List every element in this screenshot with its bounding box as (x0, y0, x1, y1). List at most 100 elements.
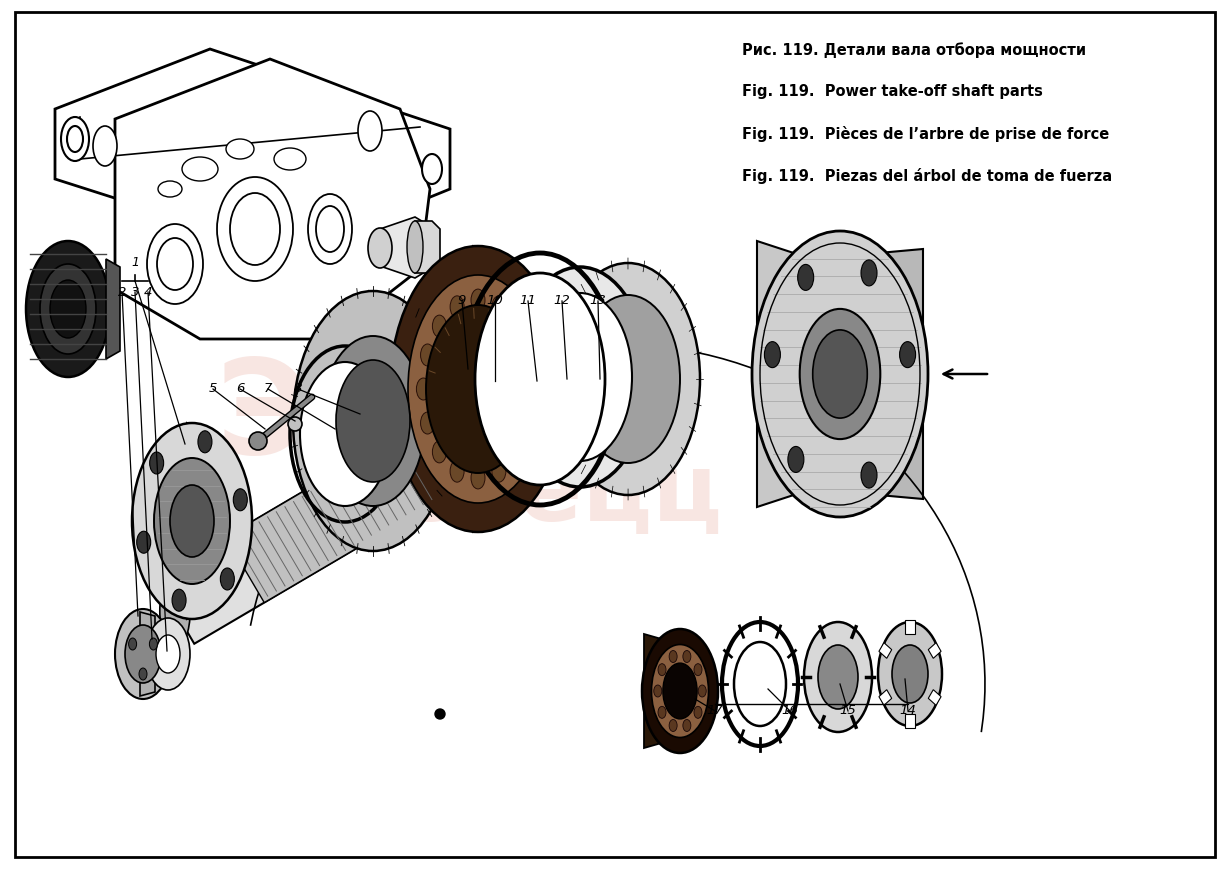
Ellipse shape (892, 645, 927, 703)
Ellipse shape (150, 452, 164, 474)
Polygon shape (756, 241, 812, 507)
Ellipse shape (157, 238, 193, 290)
Ellipse shape (818, 645, 859, 709)
Ellipse shape (528, 293, 632, 461)
Ellipse shape (148, 224, 203, 304)
Ellipse shape (450, 461, 464, 482)
Ellipse shape (182, 157, 218, 181)
Text: 4: 4 (144, 286, 153, 298)
Ellipse shape (93, 126, 117, 166)
Ellipse shape (475, 273, 605, 485)
Polygon shape (812, 249, 922, 499)
Ellipse shape (248, 432, 267, 450)
Ellipse shape (407, 221, 423, 273)
Ellipse shape (421, 412, 434, 434)
Polygon shape (114, 59, 430, 339)
Ellipse shape (861, 260, 877, 286)
Ellipse shape (471, 289, 485, 311)
Ellipse shape (522, 412, 535, 434)
Polygon shape (187, 423, 210, 619)
Ellipse shape (336, 360, 410, 482)
Ellipse shape (62, 117, 89, 161)
Text: 1: 1 (132, 256, 139, 269)
Polygon shape (929, 690, 941, 706)
Ellipse shape (41, 264, 96, 354)
Ellipse shape (216, 177, 293, 281)
Ellipse shape (878, 622, 942, 726)
Ellipse shape (663, 663, 697, 719)
Text: 12: 12 (554, 295, 571, 308)
Ellipse shape (433, 441, 446, 463)
Polygon shape (474, 246, 503, 532)
Ellipse shape (149, 638, 157, 650)
Polygon shape (879, 690, 892, 706)
Text: 7: 7 (263, 382, 272, 395)
Ellipse shape (694, 664, 702, 676)
Ellipse shape (368, 228, 392, 268)
Ellipse shape (699, 685, 706, 697)
Ellipse shape (669, 651, 678, 662)
Ellipse shape (642, 629, 718, 753)
Ellipse shape (899, 342, 915, 368)
Ellipse shape (556, 263, 700, 495)
Ellipse shape (308, 194, 352, 264)
Polygon shape (55, 49, 450, 254)
Ellipse shape (220, 568, 235, 590)
Ellipse shape (160, 573, 191, 649)
Ellipse shape (316, 206, 344, 252)
Text: 2: 2 (118, 286, 127, 298)
Ellipse shape (658, 664, 665, 676)
Ellipse shape (654, 685, 662, 697)
Text: 16: 16 (781, 705, 798, 718)
Ellipse shape (146, 618, 189, 690)
Text: 5: 5 (209, 382, 218, 395)
Ellipse shape (321, 336, 426, 506)
Ellipse shape (509, 315, 524, 337)
Ellipse shape (492, 461, 506, 482)
Text: Рис. 119. Детали вала отбора мощности: Рис. 119. Детали вала отбора мощности (742, 42, 1086, 57)
Ellipse shape (509, 441, 524, 463)
Ellipse shape (300, 362, 390, 506)
Text: 3: 3 (130, 286, 139, 298)
Ellipse shape (734, 642, 786, 726)
Polygon shape (380, 217, 430, 278)
Ellipse shape (358, 111, 383, 151)
Ellipse shape (66, 126, 82, 152)
Ellipse shape (417, 378, 430, 400)
Polygon shape (905, 620, 915, 634)
Ellipse shape (293, 291, 453, 551)
Ellipse shape (154, 458, 230, 584)
Ellipse shape (50, 280, 86, 338)
Ellipse shape (234, 488, 247, 511)
Ellipse shape (669, 720, 678, 732)
Ellipse shape (683, 651, 691, 662)
Ellipse shape (129, 638, 137, 650)
Ellipse shape (125, 625, 161, 683)
Text: 6: 6 (236, 382, 245, 395)
Ellipse shape (433, 315, 446, 337)
Ellipse shape (230, 193, 280, 265)
Ellipse shape (170, 485, 214, 557)
Polygon shape (226, 431, 444, 602)
Ellipse shape (576, 295, 680, 463)
Ellipse shape (804, 622, 872, 732)
Ellipse shape (157, 181, 182, 197)
Ellipse shape (652, 645, 708, 738)
Text: Fig. 119.  Power take-off shaft parts: Fig. 119. Power take-off shaft parts (742, 84, 1043, 99)
Ellipse shape (422, 154, 442, 184)
Ellipse shape (861, 462, 877, 488)
Ellipse shape (156, 635, 180, 673)
Ellipse shape (450, 295, 464, 318)
Text: 17: 17 (706, 705, 723, 718)
Ellipse shape (198, 431, 212, 453)
Ellipse shape (471, 467, 485, 489)
Ellipse shape (694, 706, 702, 719)
Text: спецц: спецц (397, 449, 723, 541)
Ellipse shape (274, 148, 306, 170)
Ellipse shape (525, 378, 540, 400)
Ellipse shape (139, 668, 148, 680)
Polygon shape (929, 643, 941, 659)
Ellipse shape (683, 720, 691, 732)
Text: 13: 13 (589, 295, 606, 308)
Ellipse shape (137, 531, 151, 554)
